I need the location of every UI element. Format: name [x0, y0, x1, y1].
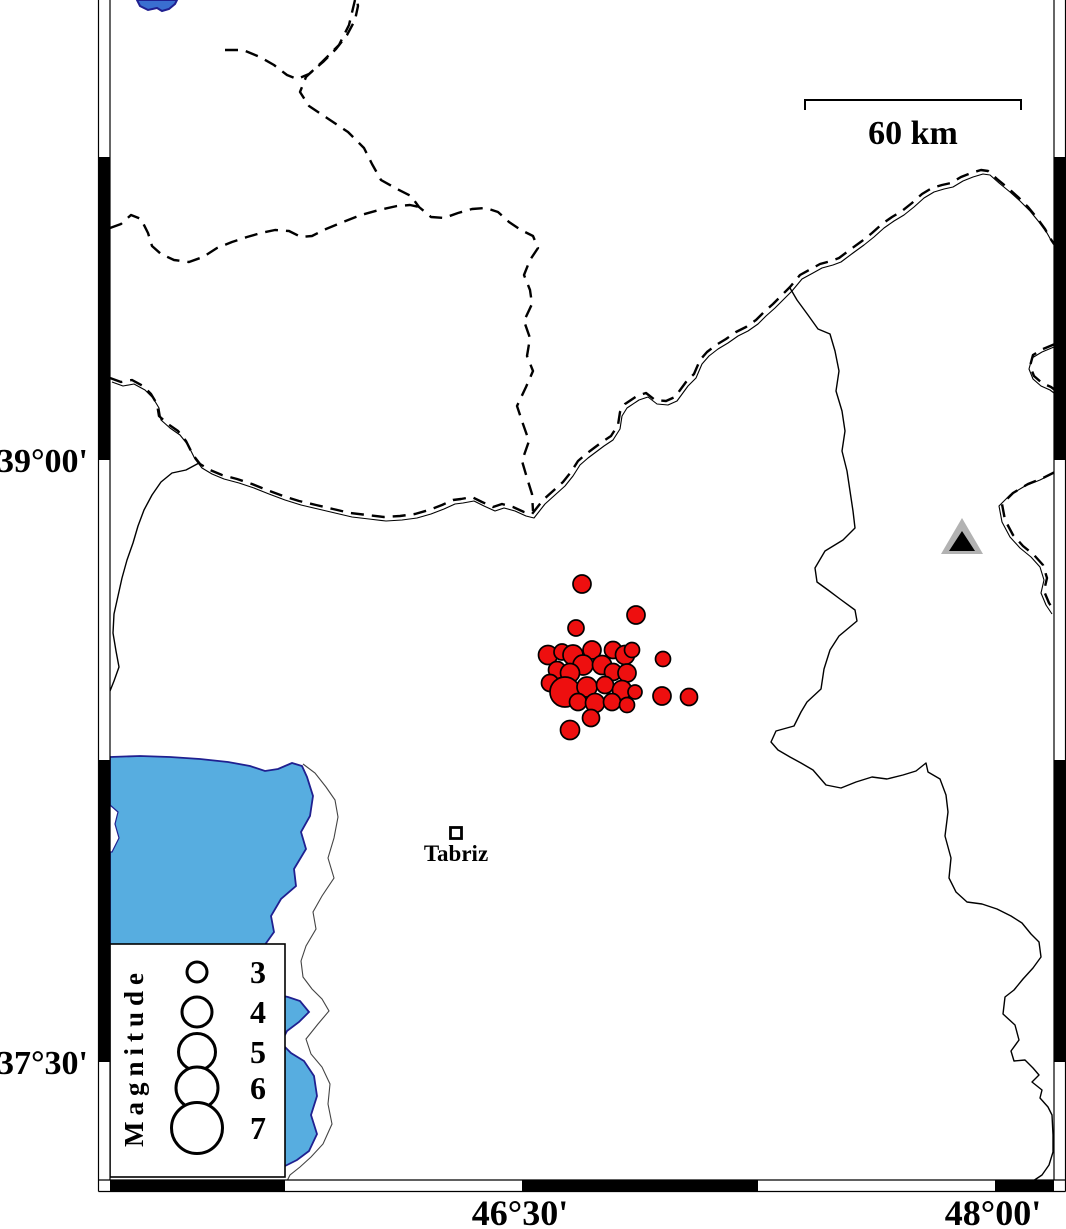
- station-marker: [941, 518, 983, 554]
- magnitude-legend: Magnitude 3 4 56 7: [109, 943, 286, 1178]
- legend-label-m5: 5: [250, 1034, 266, 1070]
- border-dashed-0: [225, 0, 360, 81]
- coastline-layer: [286, 763, 339, 1182]
- border-solid-layer: [111, 173, 1057, 615]
- small-lake: [135, 0, 179, 13]
- axis-label-lon-4800: 48°00': [945, 1193, 1041, 1229]
- earthquake-marker: [652, 686, 672, 706]
- city-marker-group: Tabriz: [424, 826, 488, 866]
- scale-bar-label: 60 km: [868, 115, 958, 152]
- legend-circle-m7: [170, 1101, 224, 1155]
- earthquake-marker: [618, 696, 636, 714]
- legend-title: Magnitude: [119, 967, 149, 1147]
- border-dashed-1: [298, 0, 540, 512]
- border-dashed-5: [1000, 470, 1056, 613]
- earthquake-marker: [568, 692, 588, 712]
- axis-labels: 39°00' 37°30' 46°30' 48°00': [0, 443, 1041, 1229]
- border-river-0: [111, 173, 1057, 522]
- earthquake-marker: [595, 675, 615, 695]
- axis-label-lat-39: 39°00': [0, 443, 88, 480]
- legend-label-m3: 3: [250, 954, 266, 990]
- legend-label-m7: 7: [250, 1110, 266, 1146]
- lake-coastline: [286, 763, 339, 1182]
- border-dashed-3: [109, 168, 1055, 519]
- earthquake-marker: [617, 663, 637, 683]
- earthquake-marker: [623, 641, 641, 659]
- legend-circle-m5: [177, 1032, 217, 1072]
- border-river-2: [998, 473, 1053, 615]
- frame-left-black: [98, 157, 110, 460]
- earthquake-marker: [572, 574, 592, 594]
- river-1: [109, 462, 200, 692]
- map-frame: [97, 0, 1066, 1193]
- earthquake-layer: [537, 574, 699, 741]
- frame-left-black: [98, 760, 110, 1062]
- frame-right-black: [1054, 760, 1066, 1062]
- station-triangle-inner-icon: [949, 531, 975, 551]
- earthquake-marker: [679, 687, 699, 707]
- river-0: [770, 287, 1054, 1182]
- city-square-icon: [449, 826, 463, 840]
- city-label: Tabriz: [424, 841, 488, 866]
- frame-left-bar: [98, 0, 110, 1192]
- border-dashed-layer: [109, 0, 1056, 613]
- earthquake-marker: [627, 684, 643, 700]
- legend-label-m6: 6: [250, 1070, 266, 1106]
- border-dashed-4: [1028, 342, 1056, 391]
- frame-right-bar: [1054, 0, 1066, 1192]
- earthquake-marker: [567, 619, 585, 637]
- scale-bar: 60 km: [804, 99, 1022, 152]
- axis-label-lat-3730: 37°30': [0, 1045, 88, 1082]
- axis-label-lon-4630: 46°30': [472, 1193, 568, 1229]
- scale-bar-bracket: [804, 99, 1022, 110]
- frame-bottom-black: [995, 1180, 1054, 1192]
- earthquake-marker: [559, 719, 581, 741]
- frame-bottom-black: [110, 1180, 285, 1192]
- legend-label-m4: 4: [250, 994, 266, 1030]
- earthquake-marker: [654, 650, 672, 668]
- border-river-1: [1028, 346, 1055, 394]
- earthquake-marker: [602, 692, 622, 712]
- earthquake-marker: [626, 605, 646, 625]
- river-layer: [109, 287, 1054, 1182]
- frame-right-black: [1054, 157, 1066, 460]
- frame-bottom-black: [522, 1180, 758, 1192]
- legend-circle-m3: [185, 960, 209, 984]
- earthquake-marker: [581, 708, 601, 728]
- border-dashed-2: [109, 203, 420, 264]
- legend-circle-m4: [180, 995, 214, 1029]
